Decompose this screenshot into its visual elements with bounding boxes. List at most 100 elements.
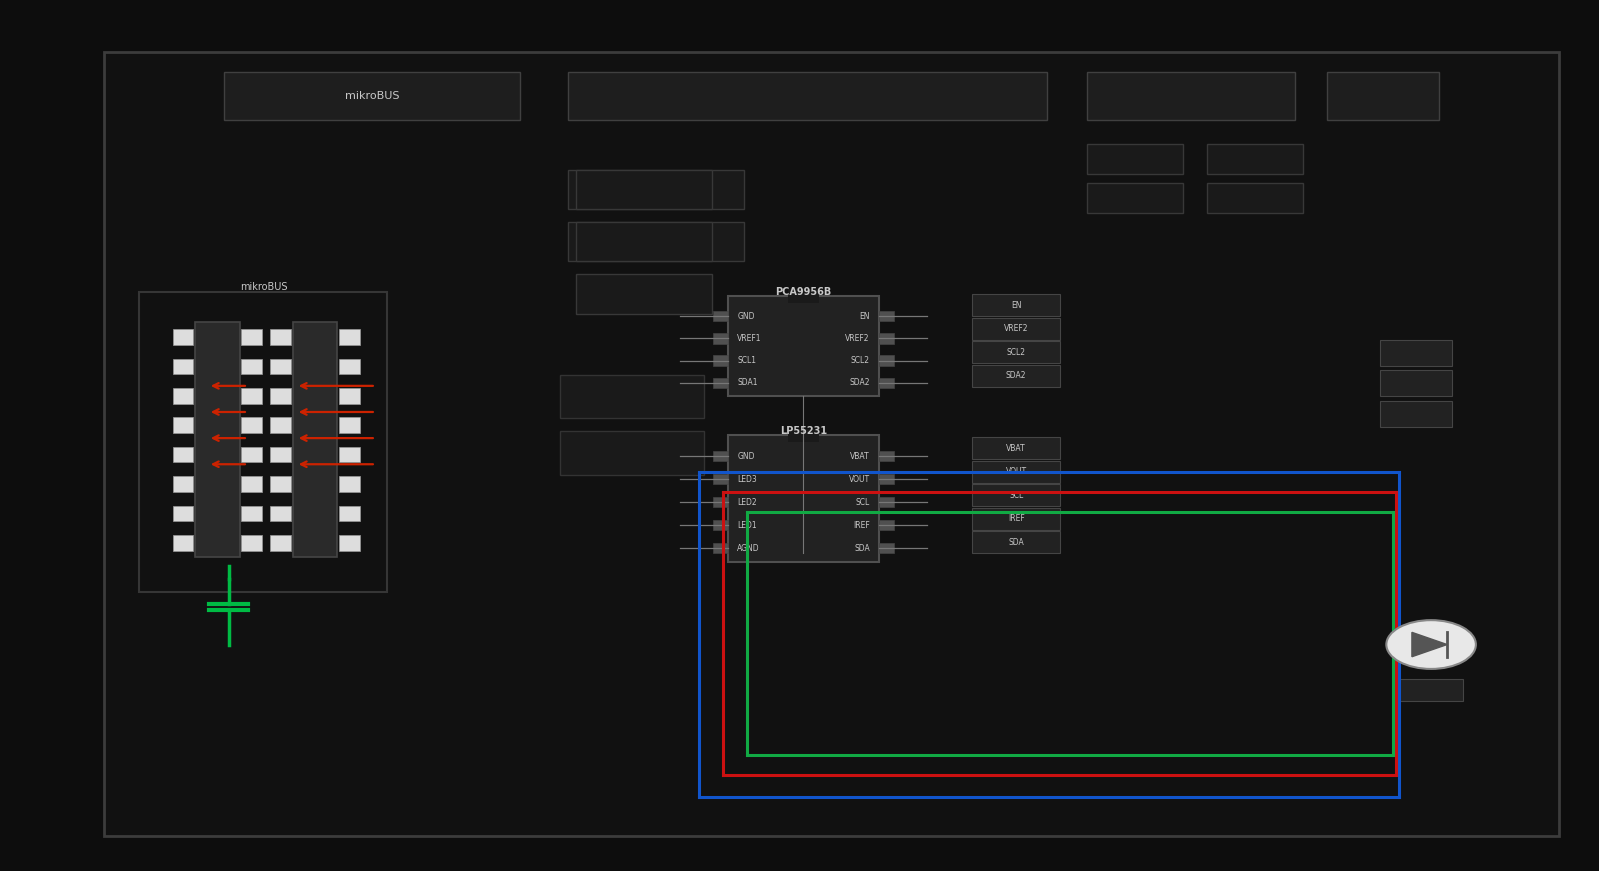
Bar <box>879 355 894 366</box>
Text: VBAT: VBAT <box>851 452 870 461</box>
Bar <box>560 375 704 418</box>
Bar <box>1207 144 1303 174</box>
Text: VREF2: VREF2 <box>846 334 870 343</box>
Bar <box>788 429 820 442</box>
Bar <box>713 334 728 344</box>
Bar <box>1380 401 1452 427</box>
Bar <box>1087 144 1183 174</box>
Bar <box>879 451 894 462</box>
Bar <box>173 535 193 550</box>
Bar <box>270 505 291 521</box>
Bar <box>728 436 879 562</box>
Bar <box>270 388 291 403</box>
Text: SDA1: SDA1 <box>737 379 758 388</box>
Bar <box>972 461 1060 483</box>
Bar <box>713 496 728 507</box>
Bar <box>972 508 1060 530</box>
Bar <box>173 447 193 463</box>
Bar <box>560 431 704 475</box>
Text: SDA: SDA <box>1009 537 1023 547</box>
Bar <box>339 535 360 550</box>
Text: mikroBUS: mikroBUS <box>240 282 288 293</box>
Bar <box>173 505 193 521</box>
Bar <box>713 451 728 462</box>
Bar <box>173 417 193 433</box>
Bar <box>339 388 360 403</box>
Bar <box>241 447 262 463</box>
Bar <box>879 378 894 388</box>
Bar <box>972 318 1060 340</box>
Bar <box>173 476 193 492</box>
Text: SCL2: SCL2 <box>851 356 870 365</box>
Bar <box>173 359 193 375</box>
Bar <box>879 520 894 530</box>
Text: mikroBUS: mikroBUS <box>344 91 400 101</box>
Bar <box>1380 340 1452 366</box>
Bar <box>788 289 820 303</box>
Text: SDA2: SDA2 <box>849 379 870 388</box>
Text: GND: GND <box>737 312 755 321</box>
Bar <box>1087 72 1295 120</box>
Bar <box>713 311 728 321</box>
Text: SCL: SCL <box>855 497 870 507</box>
Bar <box>879 311 894 321</box>
Text: VOUT: VOUT <box>849 475 870 483</box>
Bar <box>241 388 262 403</box>
Bar <box>241 359 262 375</box>
Bar <box>713 520 728 530</box>
Bar <box>241 535 262 550</box>
Text: SCL: SCL <box>1009 490 1023 500</box>
Text: LED1: LED1 <box>737 521 756 530</box>
Bar <box>568 72 1047 120</box>
Bar <box>339 359 360 375</box>
Bar <box>339 447 360 463</box>
Bar <box>972 484 1060 506</box>
Text: VREF2: VREF2 <box>1004 324 1028 334</box>
Bar <box>713 543 728 553</box>
Bar <box>568 222 744 261</box>
Bar <box>972 294 1060 316</box>
Bar <box>270 535 291 550</box>
Text: VREF1: VREF1 <box>737 334 761 343</box>
Text: LED3: LED3 <box>737 475 756 483</box>
Bar <box>713 378 728 388</box>
Bar <box>879 474 894 484</box>
Bar <box>339 417 360 433</box>
Bar <box>576 274 712 314</box>
Bar <box>576 170 712 209</box>
Text: SDA2: SDA2 <box>1006 371 1027 381</box>
Bar <box>1399 679 1463 701</box>
Text: VOUT: VOUT <box>1006 467 1027 476</box>
Circle shape <box>1386 620 1476 669</box>
Bar <box>339 505 360 521</box>
Bar <box>972 365 1060 387</box>
Text: AGND: AGND <box>737 544 760 552</box>
Bar <box>241 417 262 433</box>
Bar <box>241 476 262 492</box>
Text: IREF: IREF <box>1007 514 1025 523</box>
Bar <box>270 329 291 345</box>
Text: EN: EN <box>859 312 870 321</box>
Bar <box>173 388 193 403</box>
Bar <box>270 447 291 463</box>
Bar <box>972 437 1060 459</box>
Bar <box>270 359 291 375</box>
Bar <box>879 496 894 507</box>
Bar <box>713 474 728 484</box>
Bar <box>879 543 894 553</box>
Bar <box>1087 183 1183 213</box>
Text: LP55231: LP55231 <box>780 426 827 436</box>
Text: VBAT: VBAT <box>1006 443 1027 453</box>
Bar <box>241 329 262 345</box>
Text: EN: EN <box>1011 300 1022 310</box>
Text: SDA: SDA <box>854 544 870 552</box>
Bar <box>293 322 337 557</box>
Text: SCL1: SCL1 <box>737 356 756 365</box>
Bar <box>713 355 728 366</box>
Bar <box>972 531 1060 553</box>
Bar <box>173 329 193 345</box>
Bar <box>195 322 240 557</box>
Bar <box>568 170 744 209</box>
Bar <box>241 505 262 521</box>
Text: LED2: LED2 <box>737 497 756 507</box>
